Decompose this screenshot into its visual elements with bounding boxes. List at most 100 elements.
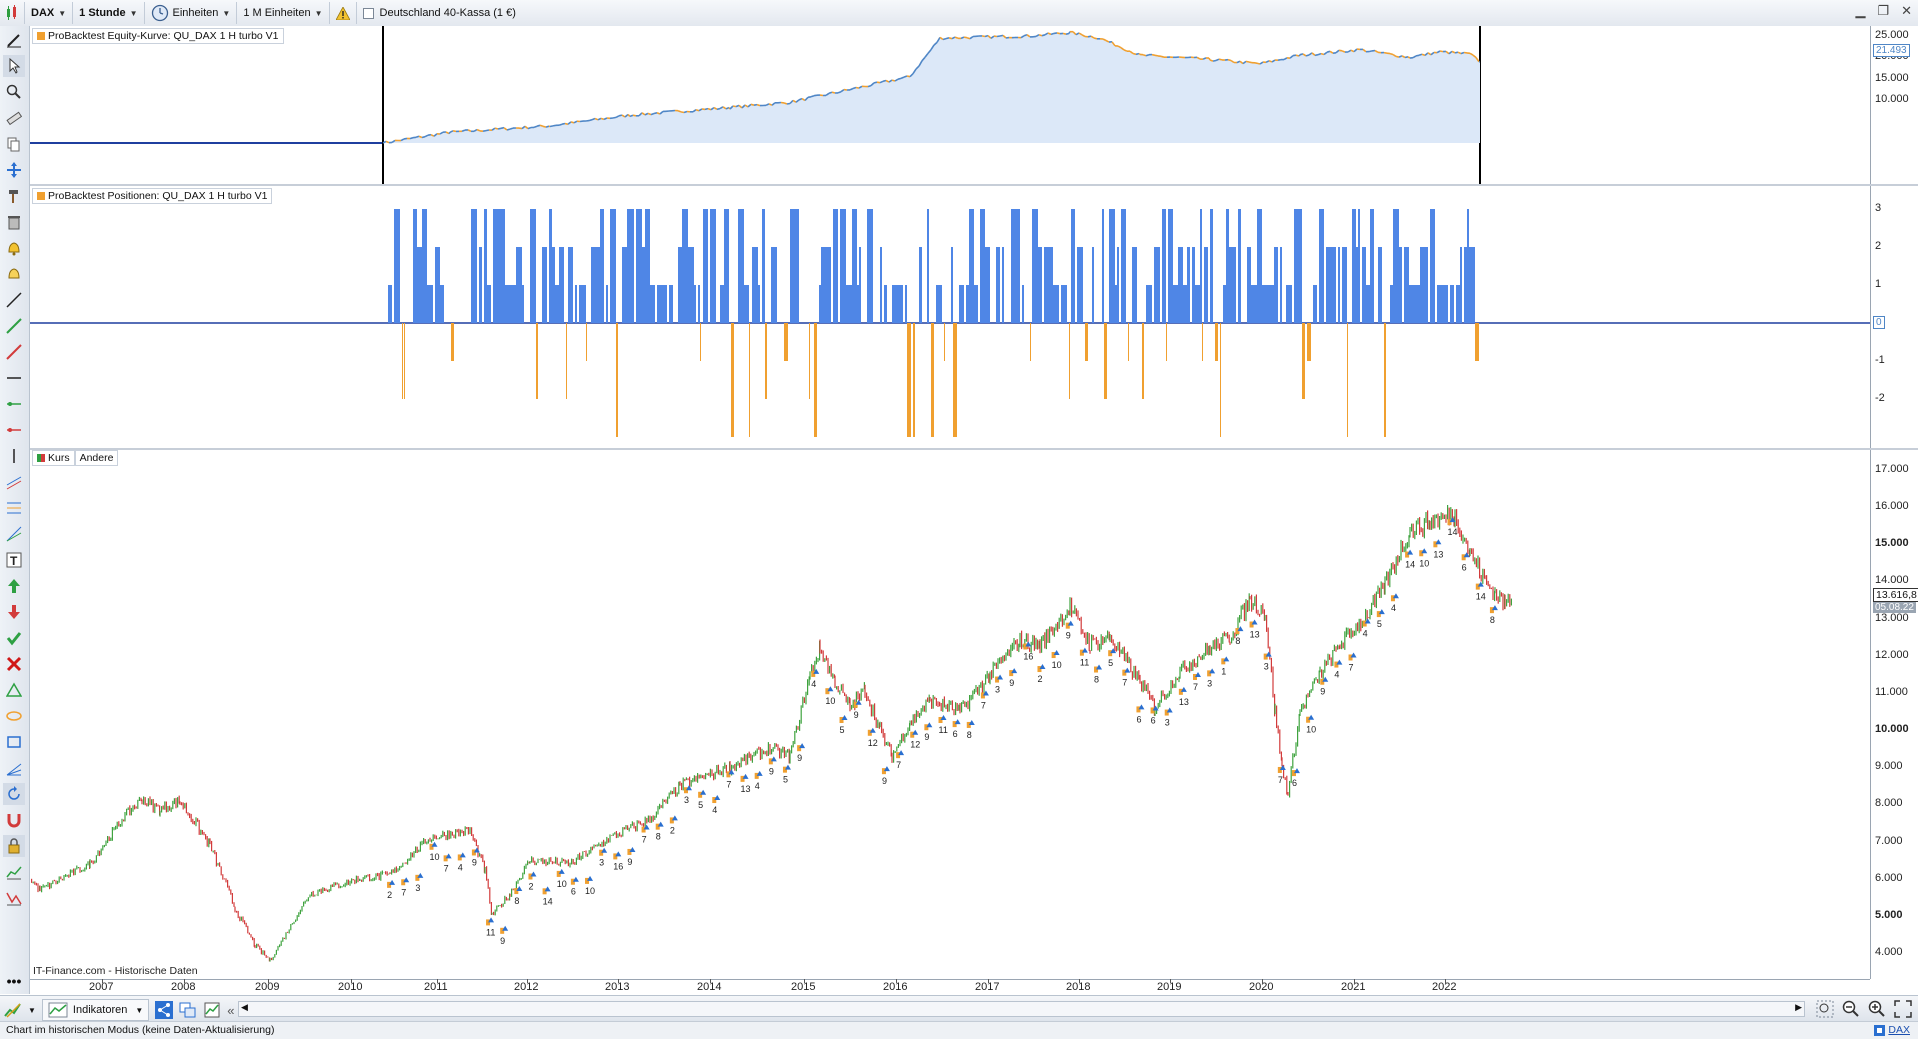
long-position-bar xyxy=(530,209,536,323)
instrument-selector[interactable]: DAX▼ xyxy=(25,2,73,24)
trash-icon[interactable] xyxy=(3,211,25,233)
tab-kurs[interactable]: Kurs xyxy=(32,450,75,466)
rectangle-icon[interactable] xyxy=(3,731,25,753)
bell-icon[interactable] xyxy=(3,263,25,285)
pencil-chart-icon[interactable] xyxy=(4,1001,22,1019)
red-ray-icon[interactable] xyxy=(3,419,25,441)
minimize-icon[interactable]: ▁ xyxy=(1855,3,1865,19)
sell-arrow-icon[interactable] xyxy=(3,601,25,623)
magnet-icon[interactable] xyxy=(3,809,25,831)
indicator-template-icon[interactable] xyxy=(3,887,25,909)
tab-andere[interactable]: Andere xyxy=(75,450,119,466)
equity-segment xyxy=(565,124,568,125)
equity-segment xyxy=(1278,60,1281,61)
red-line-icon[interactable] xyxy=(3,341,25,363)
equity-segment xyxy=(1315,55,1318,56)
year-tick xyxy=(102,979,103,983)
horizontal-line-icon[interactable] xyxy=(3,367,25,389)
unit-count-selector[interactable]: 1 M Einheiten▼ xyxy=(237,2,329,24)
long-position-bar xyxy=(645,209,647,323)
scroll-left-icon[interactable]: ◀ xyxy=(241,1002,248,1013)
instrument-info[interactable]: Deutschland 40-Kassa (1 €) xyxy=(357,2,522,24)
ruler-icon[interactable] xyxy=(3,107,25,129)
long-position-bar xyxy=(669,285,673,323)
price-tick-label: 9.000 xyxy=(1875,760,1903,772)
status-symbol[interactable]: DAX xyxy=(1888,1024,1910,1036)
alert-bell-icon[interactable] xyxy=(3,237,25,259)
ellipse-icon[interactable] xyxy=(3,705,25,727)
indicators-button[interactable]: Indikatoren ▼ xyxy=(42,999,149,1021)
line-tool-icon[interactable] xyxy=(3,289,25,311)
indicator-color-icon xyxy=(37,192,45,200)
price-tick-label: 11.000 xyxy=(1875,686,1908,698)
long-position-bar xyxy=(1032,209,1038,323)
close-icon[interactable]: ✕ xyxy=(1901,3,1912,19)
equity-segment xyxy=(1039,35,1042,36)
vertical-line-icon[interactable] xyxy=(3,445,25,467)
price-tick-label: 5.000 xyxy=(1875,909,1903,921)
zoom-out-icon[interactable] xyxy=(1842,1000,1860,1018)
restore-icon[interactable]: ❐ xyxy=(1877,3,1889,19)
cross-icon[interactable] xyxy=(3,653,25,675)
buy-arrow-icon[interactable] xyxy=(3,575,25,597)
chart-icon[interactable] xyxy=(0,2,25,24)
zoom-in-icon[interactable] xyxy=(1868,1000,1886,1018)
trade-count-label: 10 xyxy=(585,886,595,896)
short-position-bar xyxy=(616,323,618,437)
text-tool-icon[interactable]: T xyxy=(3,549,25,571)
equity-panel-title[interactable]: ProBacktest Equity-Kurve: QU_DAX 1 H tur… xyxy=(32,28,284,44)
equity-segment xyxy=(705,109,708,110)
trade-count-label: 11 xyxy=(939,725,948,735)
chart-template-icon[interactable] xyxy=(3,861,25,883)
scroll-start-icon[interactable]: « xyxy=(227,1003,234,1018)
triangle-icon[interactable] xyxy=(3,679,25,701)
chevron-down-icon[interactable]: ▼ xyxy=(28,1006,36,1015)
equity-segment xyxy=(868,86,871,87)
units-selector[interactable]: Einheiten▼ xyxy=(145,2,238,24)
cursor-tool-icon[interactable] xyxy=(3,55,25,77)
long-position-bar xyxy=(892,285,898,323)
equity-segment xyxy=(943,39,946,40)
scroll-right-icon[interactable]: ▶ xyxy=(1795,1002,1802,1013)
positions-panel-title[interactable]: ProBacktest Positionen: QU_DAX 1 H turbo… xyxy=(32,188,272,204)
windows-icon[interactable] xyxy=(179,1001,197,1019)
check-icon[interactable] xyxy=(3,627,25,649)
equity-segment xyxy=(874,82,877,83)
channel-icon[interactable] xyxy=(3,471,25,493)
green-ray-icon[interactable] xyxy=(3,393,25,415)
fullscreen-icon[interactable] xyxy=(1894,1000,1912,1018)
short-position-bar xyxy=(1030,323,1031,361)
equity-segment xyxy=(678,111,681,112)
warning-button[interactable] xyxy=(330,2,357,24)
trade-count-label: 9 xyxy=(1066,631,1071,641)
long-position-bar xyxy=(846,285,852,323)
timeframe-selector[interactable]: 1 Stunde▼ xyxy=(73,2,144,24)
equity-segment xyxy=(814,95,817,96)
lock-icon[interactable] xyxy=(3,835,25,857)
long-position-bar xyxy=(985,247,990,323)
rotate-icon[interactable] xyxy=(3,783,25,805)
fan-icon[interactable] xyxy=(3,523,25,545)
pencil-tool-icon[interactable] xyxy=(3,29,25,51)
chart-settings-icon[interactable] xyxy=(203,1001,221,1019)
trade-count-label: 11 xyxy=(486,927,495,937)
horizontal-scrollbar[interactable]: ◀ ▶ xyxy=(238,1001,1805,1017)
fibonacci-icon[interactable] xyxy=(3,497,25,519)
long-position-bar xyxy=(859,247,861,323)
green-line-icon[interactable] xyxy=(3,315,25,337)
share-icon[interactable] xyxy=(155,1001,173,1019)
zoom-tool-icon[interactable] xyxy=(3,81,25,103)
equity-segment xyxy=(419,136,422,137)
copy-icon[interactable] xyxy=(3,133,25,155)
trade-count-label: 5 xyxy=(840,725,845,735)
hammer-icon[interactable] xyxy=(3,185,25,207)
more-tools-icon[interactable]: ••• xyxy=(3,970,25,992)
trade-count-label: 12 xyxy=(868,738,878,748)
pitchfork-icon[interactable] xyxy=(3,757,25,779)
long-position-bar xyxy=(1187,247,1190,323)
equity-segment xyxy=(856,88,859,89)
zoom-fit-icon[interactable] xyxy=(1816,1000,1834,1018)
short-position-bar xyxy=(404,323,405,399)
move-icon[interactable] xyxy=(3,159,25,181)
